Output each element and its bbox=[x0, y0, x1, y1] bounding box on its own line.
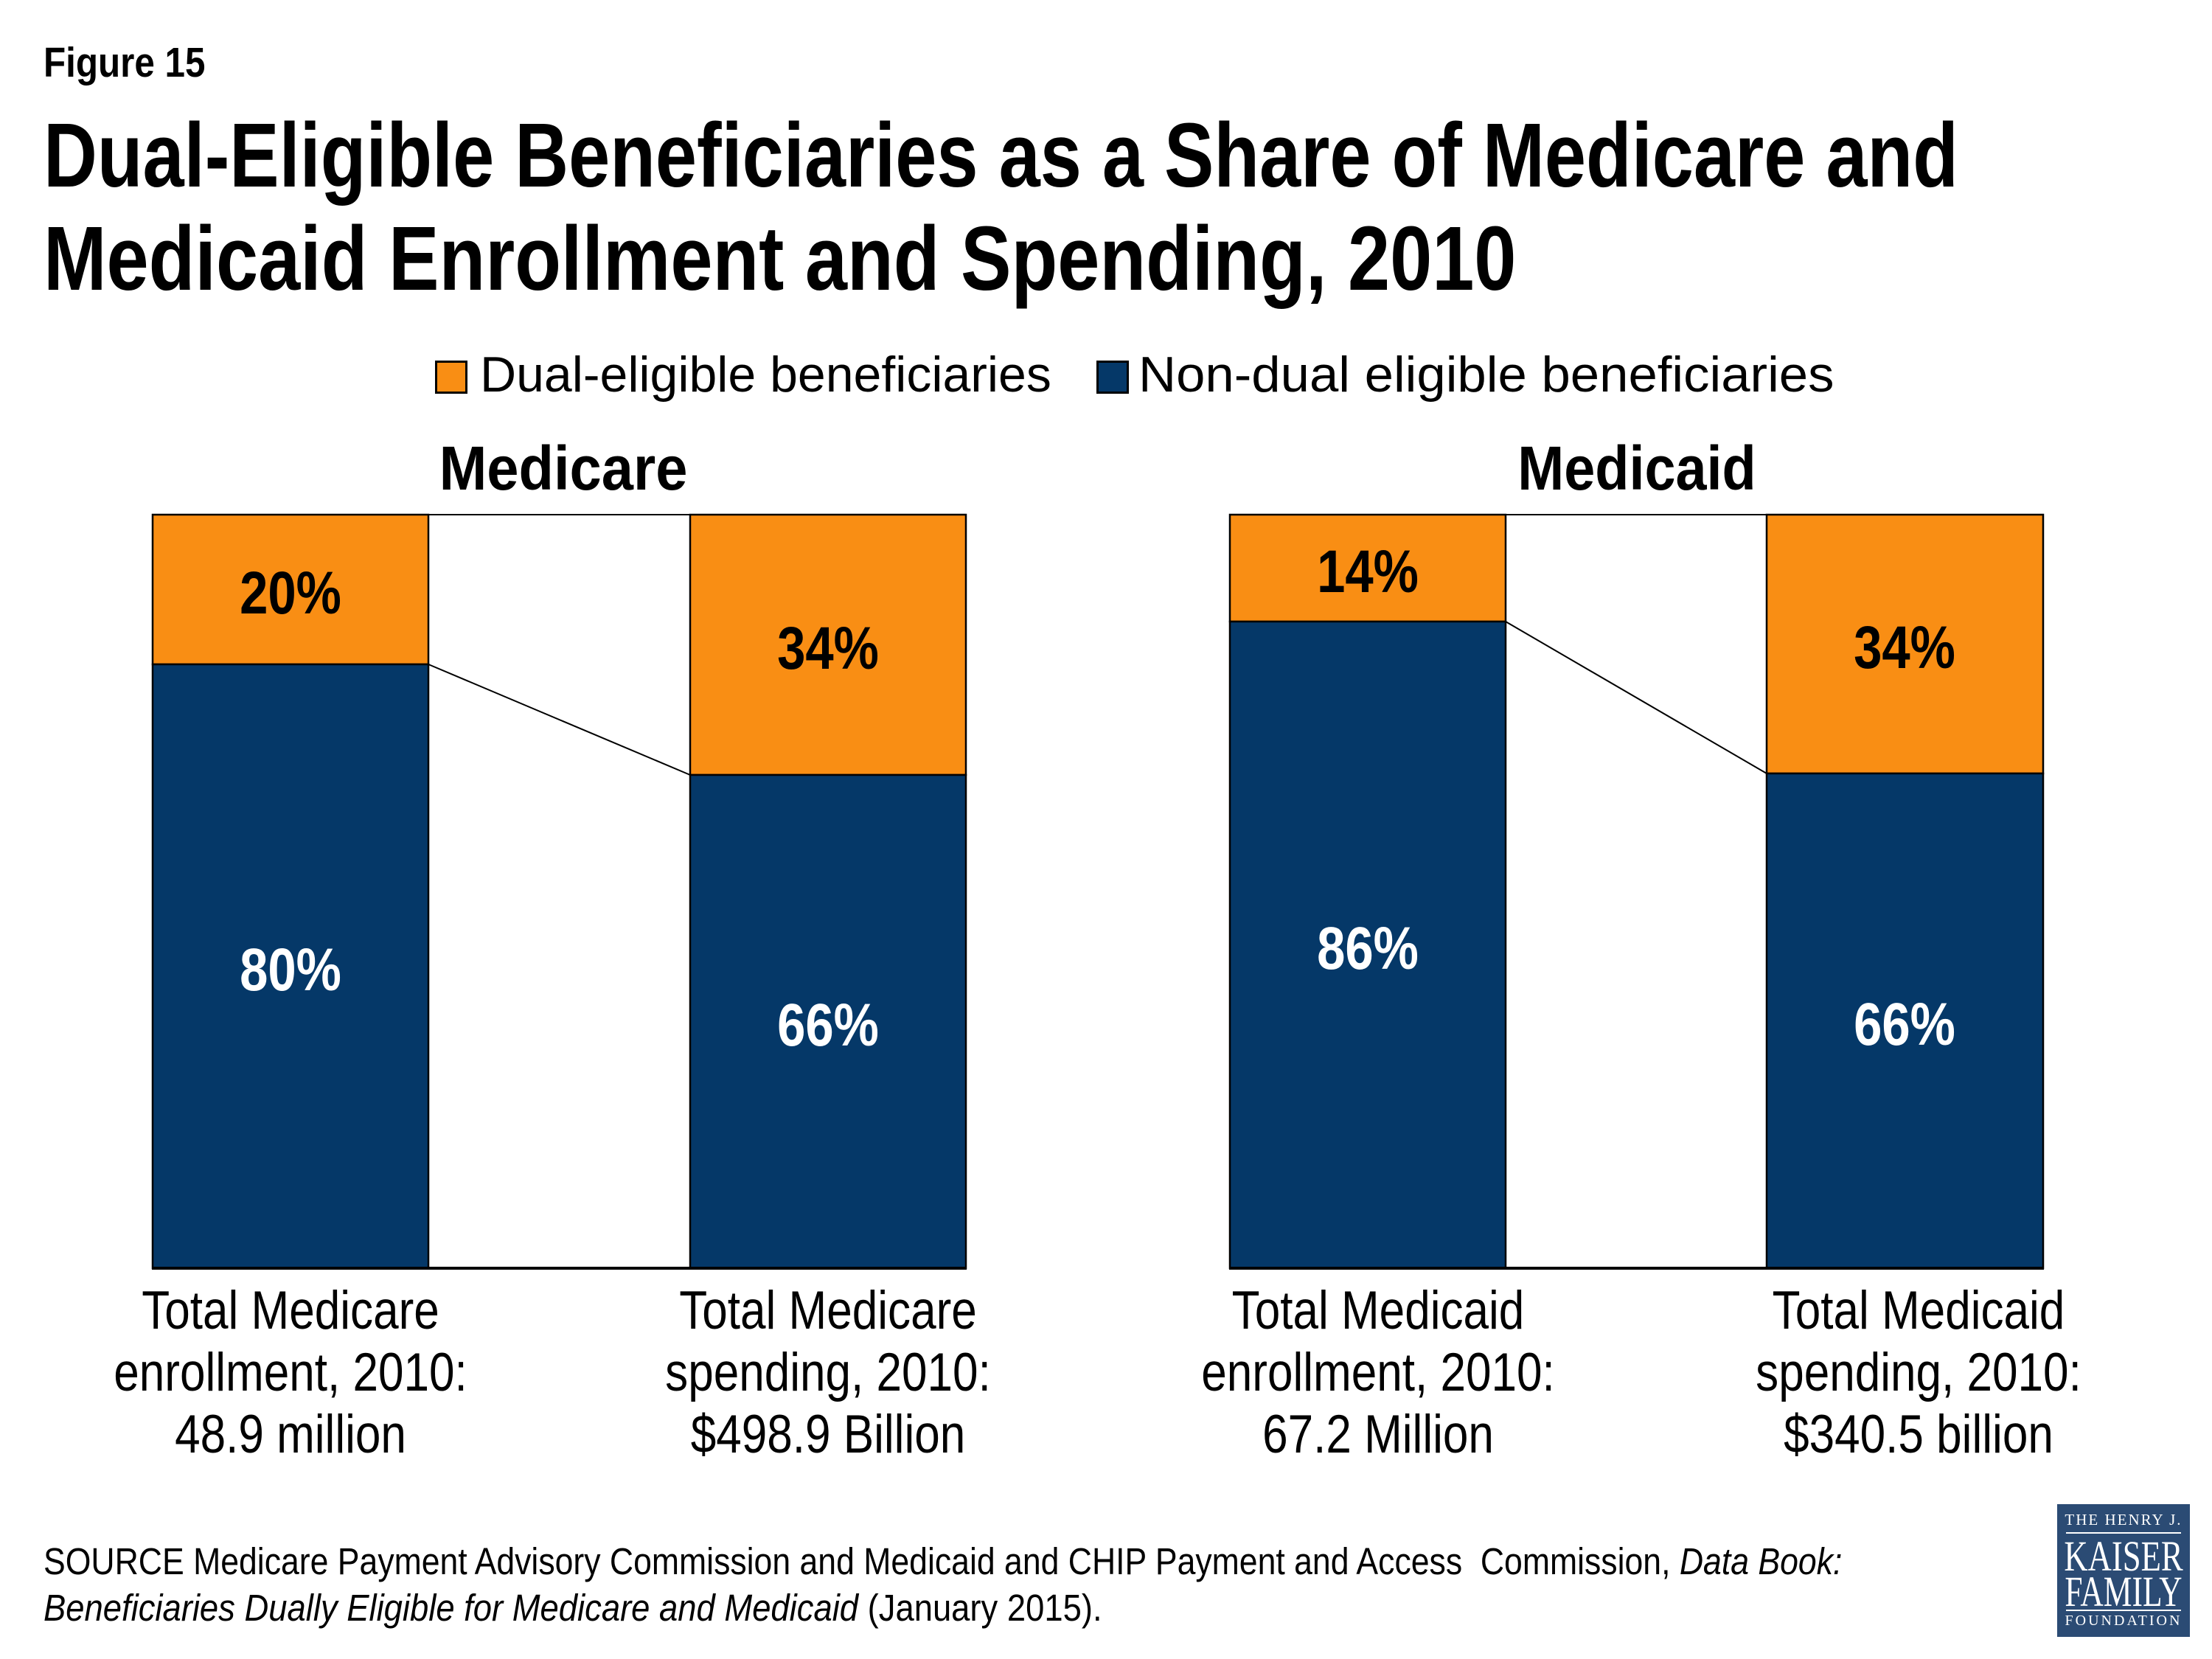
svg-text:Medicaid: Medicaid bbox=[1517, 434, 1756, 503]
svg-text:Medicare: Medicare bbox=[439, 434, 688, 503]
svg-text:34%: 34% bbox=[1854, 613, 1955, 681]
svg-text:20%: 20% bbox=[240, 559, 341, 627]
svg-text:66%: 66% bbox=[777, 991, 879, 1059]
svg-text:34%: 34% bbox=[777, 614, 879, 682]
svg-text:86%: 86% bbox=[1317, 914, 1419, 982]
svg-text:80%: 80% bbox=[240, 936, 341, 1004]
svg-text:14%: 14% bbox=[1317, 538, 1419, 605]
svg-text:66%: 66% bbox=[1854, 990, 1955, 1058]
